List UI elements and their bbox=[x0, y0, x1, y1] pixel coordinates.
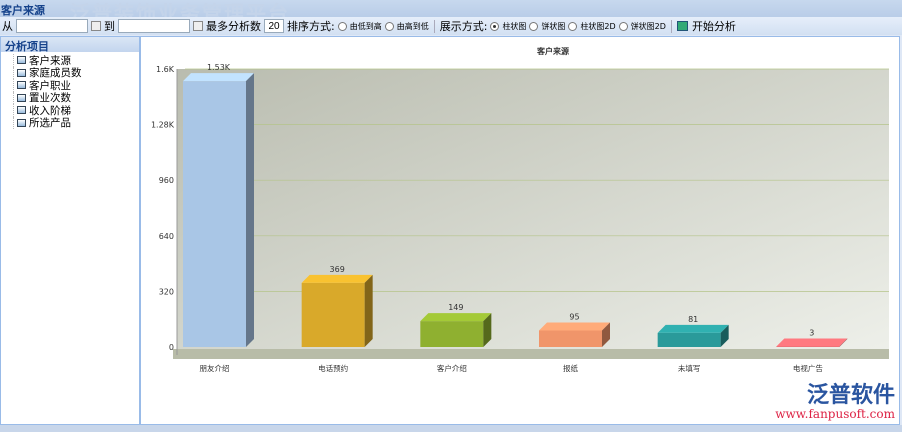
logo: 泛普软件 www.fanpusoft.com bbox=[775, 383, 895, 422]
bar-top bbox=[183, 73, 254, 82]
x-tick-label: 未填写 bbox=[678, 363, 701, 373]
display-option-label: 柱状图2D bbox=[580, 21, 616, 31]
data-label: 1.53K bbox=[207, 63, 231, 72]
list-icon bbox=[17, 118, 26, 127]
display-option-label: 饼状图 bbox=[541, 21, 566, 31]
sidebar-item[interactable]: 客户职业 bbox=[13, 79, 139, 92]
sidebar-item[interactable]: 所选产品 bbox=[13, 116, 139, 130]
start-analysis-button[interactable]: 开始分析 bbox=[676, 18, 736, 34]
data-label: 149 bbox=[448, 303, 463, 312]
toolbar: 从 到 最多分析数 排序方式: 由低到高 由高到低 展示方式: 柱状图 饼状图 … bbox=[0, 17, 902, 35]
display-radio-pie[interactable] bbox=[529, 21, 539, 31]
data-label: 95 bbox=[569, 312, 579, 321]
divider bbox=[433, 19, 435, 33]
sidebar-item-label: 客户职业 bbox=[29, 79, 71, 92]
sidebar-item-label: 所选产品 bbox=[29, 117, 71, 130]
y-tick-label: 0 bbox=[169, 343, 174, 352]
watermark: 泛普装饰业务管理平台 bbox=[70, 1, 290, 17]
sidebar-item-label: 置业次数 bbox=[29, 92, 71, 105]
x-tick-label: 电话预约 bbox=[318, 363, 348, 373]
to-label: 到 bbox=[104, 20, 115, 33]
bar bbox=[420, 321, 484, 347]
bar-top bbox=[301, 274, 373, 283]
display-label: 展示方式: bbox=[439, 20, 488, 33]
sort-radio-asc[interactable] bbox=[337, 21, 347, 31]
display-option-label: 柱状图 bbox=[502, 21, 527, 31]
sidebar: 分析项目 客户来源 家庭成员数 客户职业 置业次数 收入阶梯 所选产品 bbox=[0, 36, 140, 425]
bar bbox=[301, 282, 365, 347]
bar bbox=[776, 346, 840, 347]
bar-side bbox=[483, 313, 492, 347]
x-tick-label: 电视广告 bbox=[793, 363, 823, 373]
bar-side bbox=[839, 338, 848, 347]
display-option-label: 饼状图2D bbox=[630, 21, 666, 31]
sort-option-label: 由低到高 bbox=[349, 21, 382, 31]
sort-option-label: 由高到低 bbox=[396, 21, 429, 31]
max-count-input[interactable] bbox=[264, 19, 284, 33]
bar-top bbox=[420, 313, 492, 322]
bar-top bbox=[539, 322, 610, 331]
sidebar-item-label: 客户来源 bbox=[29, 54, 71, 67]
list-icon bbox=[17, 81, 26, 90]
chart-panel: 客户来源 0 320 640 960 1.28K 1.6K 1.53K 朋友介绍 369 电话预约 1… bbox=[140, 36, 900, 425]
display-radio-pie2d[interactable] bbox=[618, 21, 628, 31]
max-label: 最多分析数 bbox=[206, 20, 261, 33]
bar bbox=[657, 332, 721, 347]
sidebar-item[interactable]: 置业次数 bbox=[13, 91, 139, 105]
y-tick-label: 960 bbox=[159, 176, 174, 185]
sidebar-item-label: 家庭成员数 bbox=[29, 67, 82, 80]
list-icon bbox=[17, 93, 26, 102]
x-tick-label: 朋友介绍 bbox=[200, 363, 230, 373]
divider bbox=[670, 19, 672, 33]
bar-side bbox=[720, 324, 729, 347]
sidebar-item[interactable]: 家庭成员数 bbox=[13, 66, 139, 80]
play-icon bbox=[676, 21, 688, 31]
y-tick-label: 1.28K bbox=[151, 121, 175, 130]
bar-chart: 客户来源 0 320 640 960 1.28K 1.6K 1.53K 朋友介绍 369 电话预约 1… bbox=[151, 46, 889, 373]
bar-top bbox=[657, 324, 729, 333]
to-date-input[interactable] bbox=[118, 19, 190, 33]
status-bar bbox=[0, 425, 902, 432]
logo-url: www.fanpusoft.com bbox=[775, 407, 895, 422]
x-tick-label: 客户介绍 bbox=[437, 363, 467, 373]
display-radio-bar[interactable] bbox=[490, 21, 500, 31]
calendar-icon[interactable] bbox=[193, 21, 203, 31]
bar-side bbox=[246, 73, 254, 347]
sort-label: 排序方式: bbox=[287, 20, 335, 33]
chart-title: 客户来源 bbox=[536, 46, 569, 56]
sort-radio-desc[interactable] bbox=[384, 21, 394, 31]
logo-text: 泛普软件 bbox=[806, 382, 895, 408]
y-tick-label: 640 bbox=[159, 232, 174, 241]
list-icon bbox=[17, 68, 26, 77]
calendar-icon[interactable] bbox=[91, 21, 101, 31]
plot-floor bbox=[173, 349, 889, 359]
y-tick-label: 320 bbox=[159, 287, 174, 296]
bar-side bbox=[602, 322, 610, 347]
from-date-input[interactable] bbox=[16, 19, 88, 33]
sidebar-title: 分析项目 bbox=[1, 37, 139, 53]
start-analysis-label: 开始分析 bbox=[691, 20, 736, 33]
bar bbox=[539, 330, 602, 347]
list-icon bbox=[17, 106, 26, 115]
display-radio-bar2d[interactable] bbox=[568, 21, 578, 31]
y-tick-label: 1.6K bbox=[156, 65, 175, 74]
bar-top bbox=[776, 338, 848, 347]
plot-background bbox=[177, 69, 889, 355]
title-bar: 泛普装饰业务管理平台 客户来源 bbox=[0, 0, 902, 17]
bar-side bbox=[364, 274, 373, 347]
sidebar-item[interactable]: 收入阶梯 bbox=[13, 104, 139, 117]
from-label: 从 bbox=[2, 20, 13, 33]
x-tick-label: 报纸 bbox=[563, 363, 578, 373]
bar bbox=[183, 81, 246, 347]
data-label: 81 bbox=[688, 315, 698, 324]
sidebar-item[interactable]: 客户来源 bbox=[13, 54, 139, 67]
data-label: 369 bbox=[330, 265, 345, 274]
sidebar-item-label: 收入阶梯 bbox=[29, 104, 71, 117]
list-icon bbox=[17, 56, 26, 65]
data-label: 3 bbox=[809, 328, 814, 337]
window-title: 客户来源 bbox=[1, 4, 45, 17]
